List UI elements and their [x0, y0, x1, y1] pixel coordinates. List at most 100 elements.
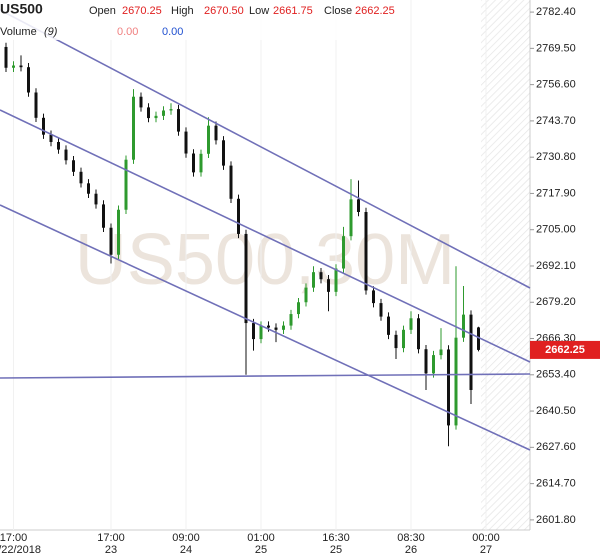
candle-body — [379, 303, 383, 317]
candle-body — [192, 153, 195, 173]
candle-body — [409, 318, 413, 330]
candle-body — [19, 65, 23, 68]
y-tick-label: 2782.40 — [536, 6, 576, 18]
candle-body — [387, 316, 390, 335]
candle-body — [372, 290, 375, 304]
candle-body — [319, 272, 323, 280]
open-label: Open — [89, 5, 116, 17]
y-tick-label: 2756.60 — [536, 79, 576, 91]
x-date-label: 23 — [105, 544, 117, 556]
volume-value: 0.00 — [162, 26, 183, 38]
candle-body — [282, 325, 285, 330]
candle-body — [297, 302, 300, 315]
candle-body — [312, 272, 315, 288]
candle-body — [102, 204, 105, 228]
candle-body — [124, 159, 128, 210]
candle-body — [94, 193, 98, 205]
candle-body — [139, 96, 143, 108]
candle-body — [432, 355, 435, 374]
candle-body — [117, 209, 120, 255]
candle-body — [237, 198, 240, 234]
candle-body — [42, 117, 45, 135]
candle-body — [439, 349, 443, 356]
candle-body — [334, 268, 338, 292]
y-tick-label: 2692.10 — [536, 260, 576, 272]
candle-body — [462, 314, 465, 338]
x-date-label: 25 — [330, 544, 342, 556]
candle-body — [57, 141, 60, 150]
x-date-label: 27 — [480, 544, 492, 556]
price-axis: 2782.40 2769.50 2756.60 2743.70 2730.80 2717.… — [530, 6, 576, 526]
candle-body — [222, 140, 225, 166]
x-tick-label: 16:30 — [322, 532, 350, 544]
low-label: Low — [249, 5, 269, 17]
x-tick-label: 17:00 — [0, 532, 27, 544]
candle-body — [49, 134, 53, 142]
candle-body — [402, 329, 405, 349]
candle-body — [132, 96, 135, 160]
y-tick-label: 2627.60 — [536, 441, 576, 453]
y-tick-label: 2653.40 — [536, 369, 576, 381]
channel-line — [0, 204, 531, 451]
y-tick-label: 2730.80 — [536, 151, 576, 163]
candle-body — [34, 92, 38, 118]
volume-value: 0.00 — [117, 26, 138, 38]
candle-body — [12, 65, 15, 68]
plot — [4, 0, 487, 530]
candle-body — [349, 199, 353, 237]
volume-period: (9) — [44, 26, 58, 38]
open-value: 2670.25 — [122, 5, 162, 17]
y-tick-label: 2601.80 — [536, 514, 576, 526]
candle-body — [147, 107, 150, 119]
watermark: US500,30M — [75, 220, 455, 300]
volume-label: Volume — [0, 26, 37, 38]
candle-body — [454, 337, 458, 426]
candle-body — [469, 314, 473, 390]
candle-body — [267, 325, 270, 328]
x-date-label: 10/22/2018 — [0, 544, 41, 556]
low-value: 2661.75 — [273, 5, 313, 17]
close-value: 2662.25 — [355, 5, 395, 17]
candle-body — [357, 199, 360, 212]
candle-body — [304, 287, 308, 303]
candle-body — [169, 109, 173, 111]
symbol: US500 — [0, 1, 43, 17]
candle-body — [259, 325, 263, 340]
candle-body — [252, 323, 255, 340]
y-tick-label: 2705.00 — [536, 224, 576, 236]
candle-body — [327, 279, 330, 292]
candle-body — [289, 314, 293, 326]
candle-body — [79, 171, 83, 184]
x-tick-label: 17:00 — [97, 532, 125, 544]
x-tick-label: 01:00 — [247, 532, 275, 544]
candle-body — [447, 349, 450, 426]
candle-body — [27, 67, 30, 93]
x-date-label: 26 — [405, 544, 417, 556]
y-tick-label: 2717.90 — [536, 187, 576, 199]
candle-body — [199, 153, 203, 173]
candle-body — [177, 109, 180, 132]
last-price-box — [530, 340, 600, 359]
x-date-label: 24 — [180, 544, 192, 556]
x-tick-label: 09:00 — [172, 532, 200, 544]
y-tick-label: 2614.70 — [536, 478, 576, 490]
candle-body — [364, 212, 368, 291]
candle-body — [342, 236, 345, 269]
candle-body — [477, 327, 480, 350]
future-area — [481, 0, 530, 530]
candle-body — [417, 318, 420, 350]
high-value: 2670.50 — [204, 5, 244, 17]
last-price-label: 2662.25 — [545, 344, 585, 356]
candle-body — [154, 115, 158, 119]
x-tick-label: 08:30 — [397, 532, 425, 544]
candle-body — [274, 327, 278, 330]
y-tick-label: 2640.50 — [536, 405, 576, 417]
close-label: Close — [324, 5, 352, 17]
channel-line — [0, 9, 531, 289]
candle-body — [72, 160, 75, 172]
candle-body — [394, 334, 398, 349]
candle-body — [244, 233, 248, 324]
candle-body — [4, 46, 8, 68]
